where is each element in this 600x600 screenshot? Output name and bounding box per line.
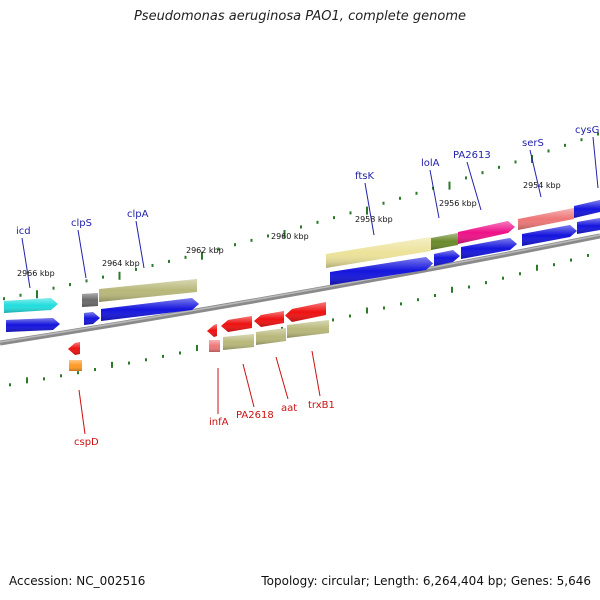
kbp-label: 2954 kbp	[523, 181, 561, 190]
leader-line	[242, 363, 255, 408]
gene-label-clpA: clpA	[127, 209, 149, 220]
leader-line	[311, 350, 321, 397]
gene-feature-shading	[223, 334, 254, 350]
gene-feature-shading	[99, 279, 197, 302]
kbp-labels: 2966 kbp 2964 kbp 2962 kbp 2960 kbp 2958 kbp…	[17, 181, 561, 278]
gene-label-lolA: lolA	[421, 158, 440, 169]
gene-feature-shading	[461, 238, 517, 259]
gene-feature-shading	[326, 237, 431, 268]
gene-features	[4, 200, 600, 371]
gene-feature-shading	[431, 233, 458, 250]
gene-feature-shading	[221, 316, 252, 332]
gene-feature-shading	[522, 225, 577, 246]
gene-feature-shading	[254, 311, 284, 327]
gene-feature-shading	[434, 250, 460, 266]
gene-feature-shading	[82, 293, 98, 307]
leader-line	[592, 136, 599, 189]
gene-label-icd: icd	[16, 226, 31, 237]
gene-feature-shading	[4, 298, 58, 313]
kbp-label: 2958 kbp	[355, 215, 393, 224]
gene-feature-shading	[330, 257, 433, 285]
gene-feature-shading	[574, 200, 600, 218]
gene-label-aat: aat	[281, 403, 297, 414]
leader-line	[77, 229, 87, 279]
genome-summary-text: Topology: circular; Length: 6,264,404 bp…	[261, 574, 591, 588]
genome-backbone	[0, 233, 600, 346]
gene-feature-shading	[6, 318, 60, 332]
gene-label-trxB1: trxB1	[308, 400, 335, 411]
gene-feature-shading	[69, 360, 82, 371]
gene-feature-shading	[101, 298, 199, 321]
gene-label-PA2618: PA2618	[236, 410, 274, 421]
outer-tick-track	[3, 132, 599, 301]
kbp-label: 2962 kbp	[186, 246, 224, 255]
gene-label-ftsK: ftsK	[355, 171, 374, 182]
kbp-label: 2960 kbp	[271, 232, 309, 241]
gene-feature-shading	[518, 208, 574, 230]
gene-feature-shading	[207, 324, 217, 337]
gene-feature-shading	[256, 328, 286, 345]
kbp-label: 2956 kbp	[439, 199, 477, 208]
leader-line	[275, 356, 289, 400]
inner-tick-track	[9, 253, 589, 387]
gene-feature-shading	[84, 312, 100, 325]
gene-feature-shading	[287, 320, 329, 338]
genome-backbone-highlight	[0, 234, 600, 343]
gene-feature-shading	[458, 221, 515, 244]
leader-line	[429, 169, 440, 219]
gene-label-PA2613: PA2613	[453, 150, 491, 161]
gene-label-serS: serS	[522, 138, 544, 149]
accession-text: Accession: NC_002516	[9, 574, 146, 588]
gene-label-cspD: cspD	[74, 437, 99, 448]
kbp-label: 2964 kbp	[102, 259, 140, 268]
map-title: Pseudomonas aeruginosa PAO1, complete ge…	[133, 9, 467, 24]
gene-label-infA: infA	[209, 417, 229, 428]
gene-label-cysG: cysG	[575, 125, 599, 136]
leader-line	[135, 220, 145, 269]
leader-line	[78, 389, 86, 435]
leader-line	[21, 237, 31, 289]
gene-label-clpS: clpS	[71, 218, 92, 229]
leader-line	[529, 149, 542, 198]
gene-feature-shading	[68, 342, 80, 355]
gene-feature-shading	[285, 302, 326, 322]
leader-line	[466, 161, 482, 211]
kbp-label: 2966 kbp	[17, 269, 55, 278]
gene-feature-shading	[209, 340, 220, 352]
gene-feature-shading	[577, 218, 600, 234]
leader-line	[364, 182, 375, 236]
gene-labels: icd clpS clpA ftsK lolA PA2613 serS cysG cspD inf…	[16, 125, 599, 448]
